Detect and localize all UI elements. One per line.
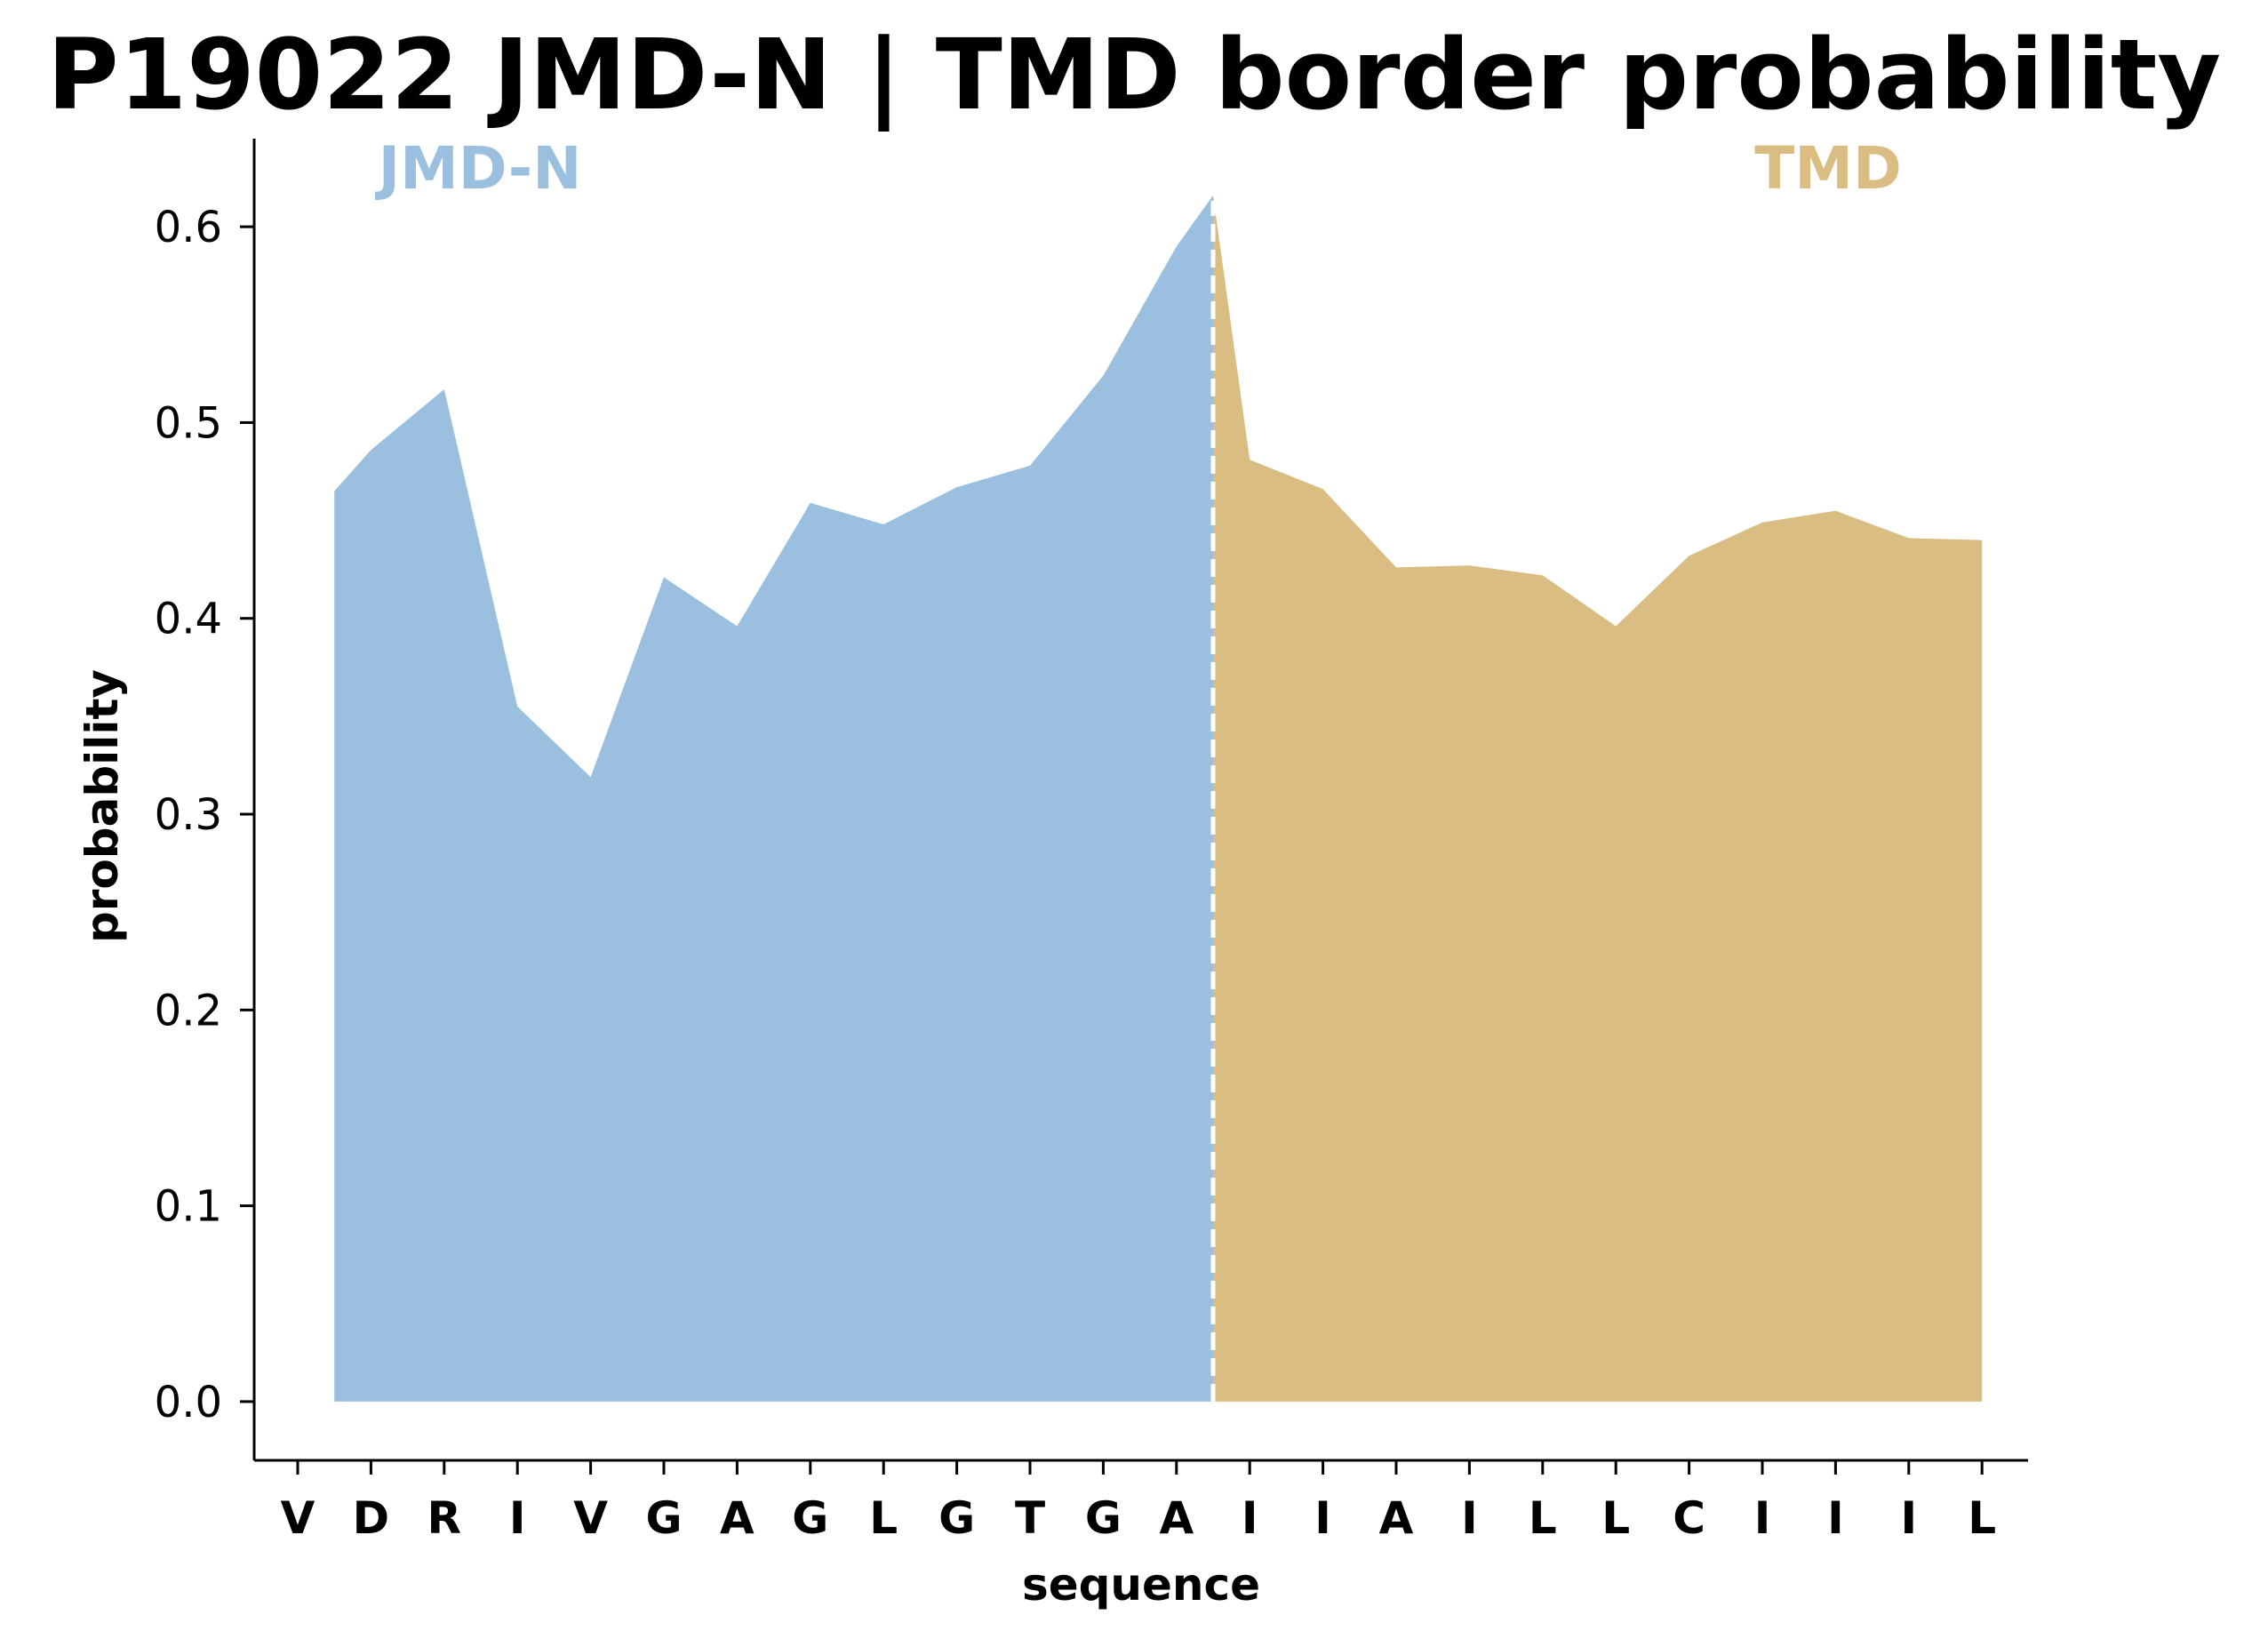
x-tick-label: I <box>1314 1492 1331 1544</box>
x-tick-label: A <box>720 1492 755 1544</box>
y-tick-label: 0.2 <box>155 986 222 1035</box>
chart-title: P19022 JMD-N | TMD border probability <box>47 18 2221 132</box>
area-series-tmd <box>1213 195 1983 1402</box>
y-tick-label: 0.5 <box>155 398 222 448</box>
x-tick-label: R <box>427 1492 462 1544</box>
region-label-jmd-n: JMD-N <box>375 134 582 203</box>
y-tick-label: 0.6 <box>155 203 222 252</box>
x-tick-label: G <box>645 1492 682 1544</box>
area-layer <box>334 195 1983 1402</box>
x-tick-label: L <box>869 1492 898 1544</box>
y-tick-label: 0.1 <box>155 1182 222 1232</box>
x-tick-label: I <box>1754 1492 1771 1544</box>
x-tick-label: L <box>1529 1492 1557 1544</box>
x-tick-label: L <box>1601 1492 1630 1544</box>
x-tick-label: V <box>281 1492 315 1544</box>
x-tick-label: D <box>353 1492 390 1544</box>
y-tick-label: 0.4 <box>155 595 222 644</box>
x-tick-label: G <box>938 1492 975 1544</box>
y-ticks: 0.0 0.1 0.2 0.3 0.4 0.5 0.6 <box>155 203 254 1427</box>
region-label-layer: JMD-N TMD <box>375 134 1902 203</box>
x-tick-label: G <box>792 1492 828 1544</box>
x-axis-label: sequence <box>1022 1559 1260 1611</box>
x-tick-label: A <box>1379 1492 1414 1544</box>
area-series-jmd-n <box>334 195 1213 1402</box>
x-tick-label: C <box>1673 1492 1705 1544</box>
x-tick-label: A <box>1159 1492 1194 1544</box>
x-tick-label: T <box>1015 1492 1045 1544</box>
y-tick-label: 0.0 <box>155 1378 222 1427</box>
region-label-tmd: TMD <box>1754 134 1901 203</box>
x-tick-label: I <box>1461 1492 1478 1544</box>
x-tick-label: I <box>1242 1492 1258 1544</box>
x-tick-label: G <box>1085 1492 1122 1544</box>
y-tick-label: 0.3 <box>155 790 222 840</box>
x-tick-label: I <box>509 1492 526 1544</box>
x-tick-label: L <box>1968 1492 1996 1544</box>
x-tick-label: V <box>573 1492 608 1544</box>
x-tick-label: I <box>1827 1492 1844 1544</box>
x-tick-label: I <box>1900 1492 1917 1544</box>
y-axis-label: probability <box>76 669 128 943</box>
